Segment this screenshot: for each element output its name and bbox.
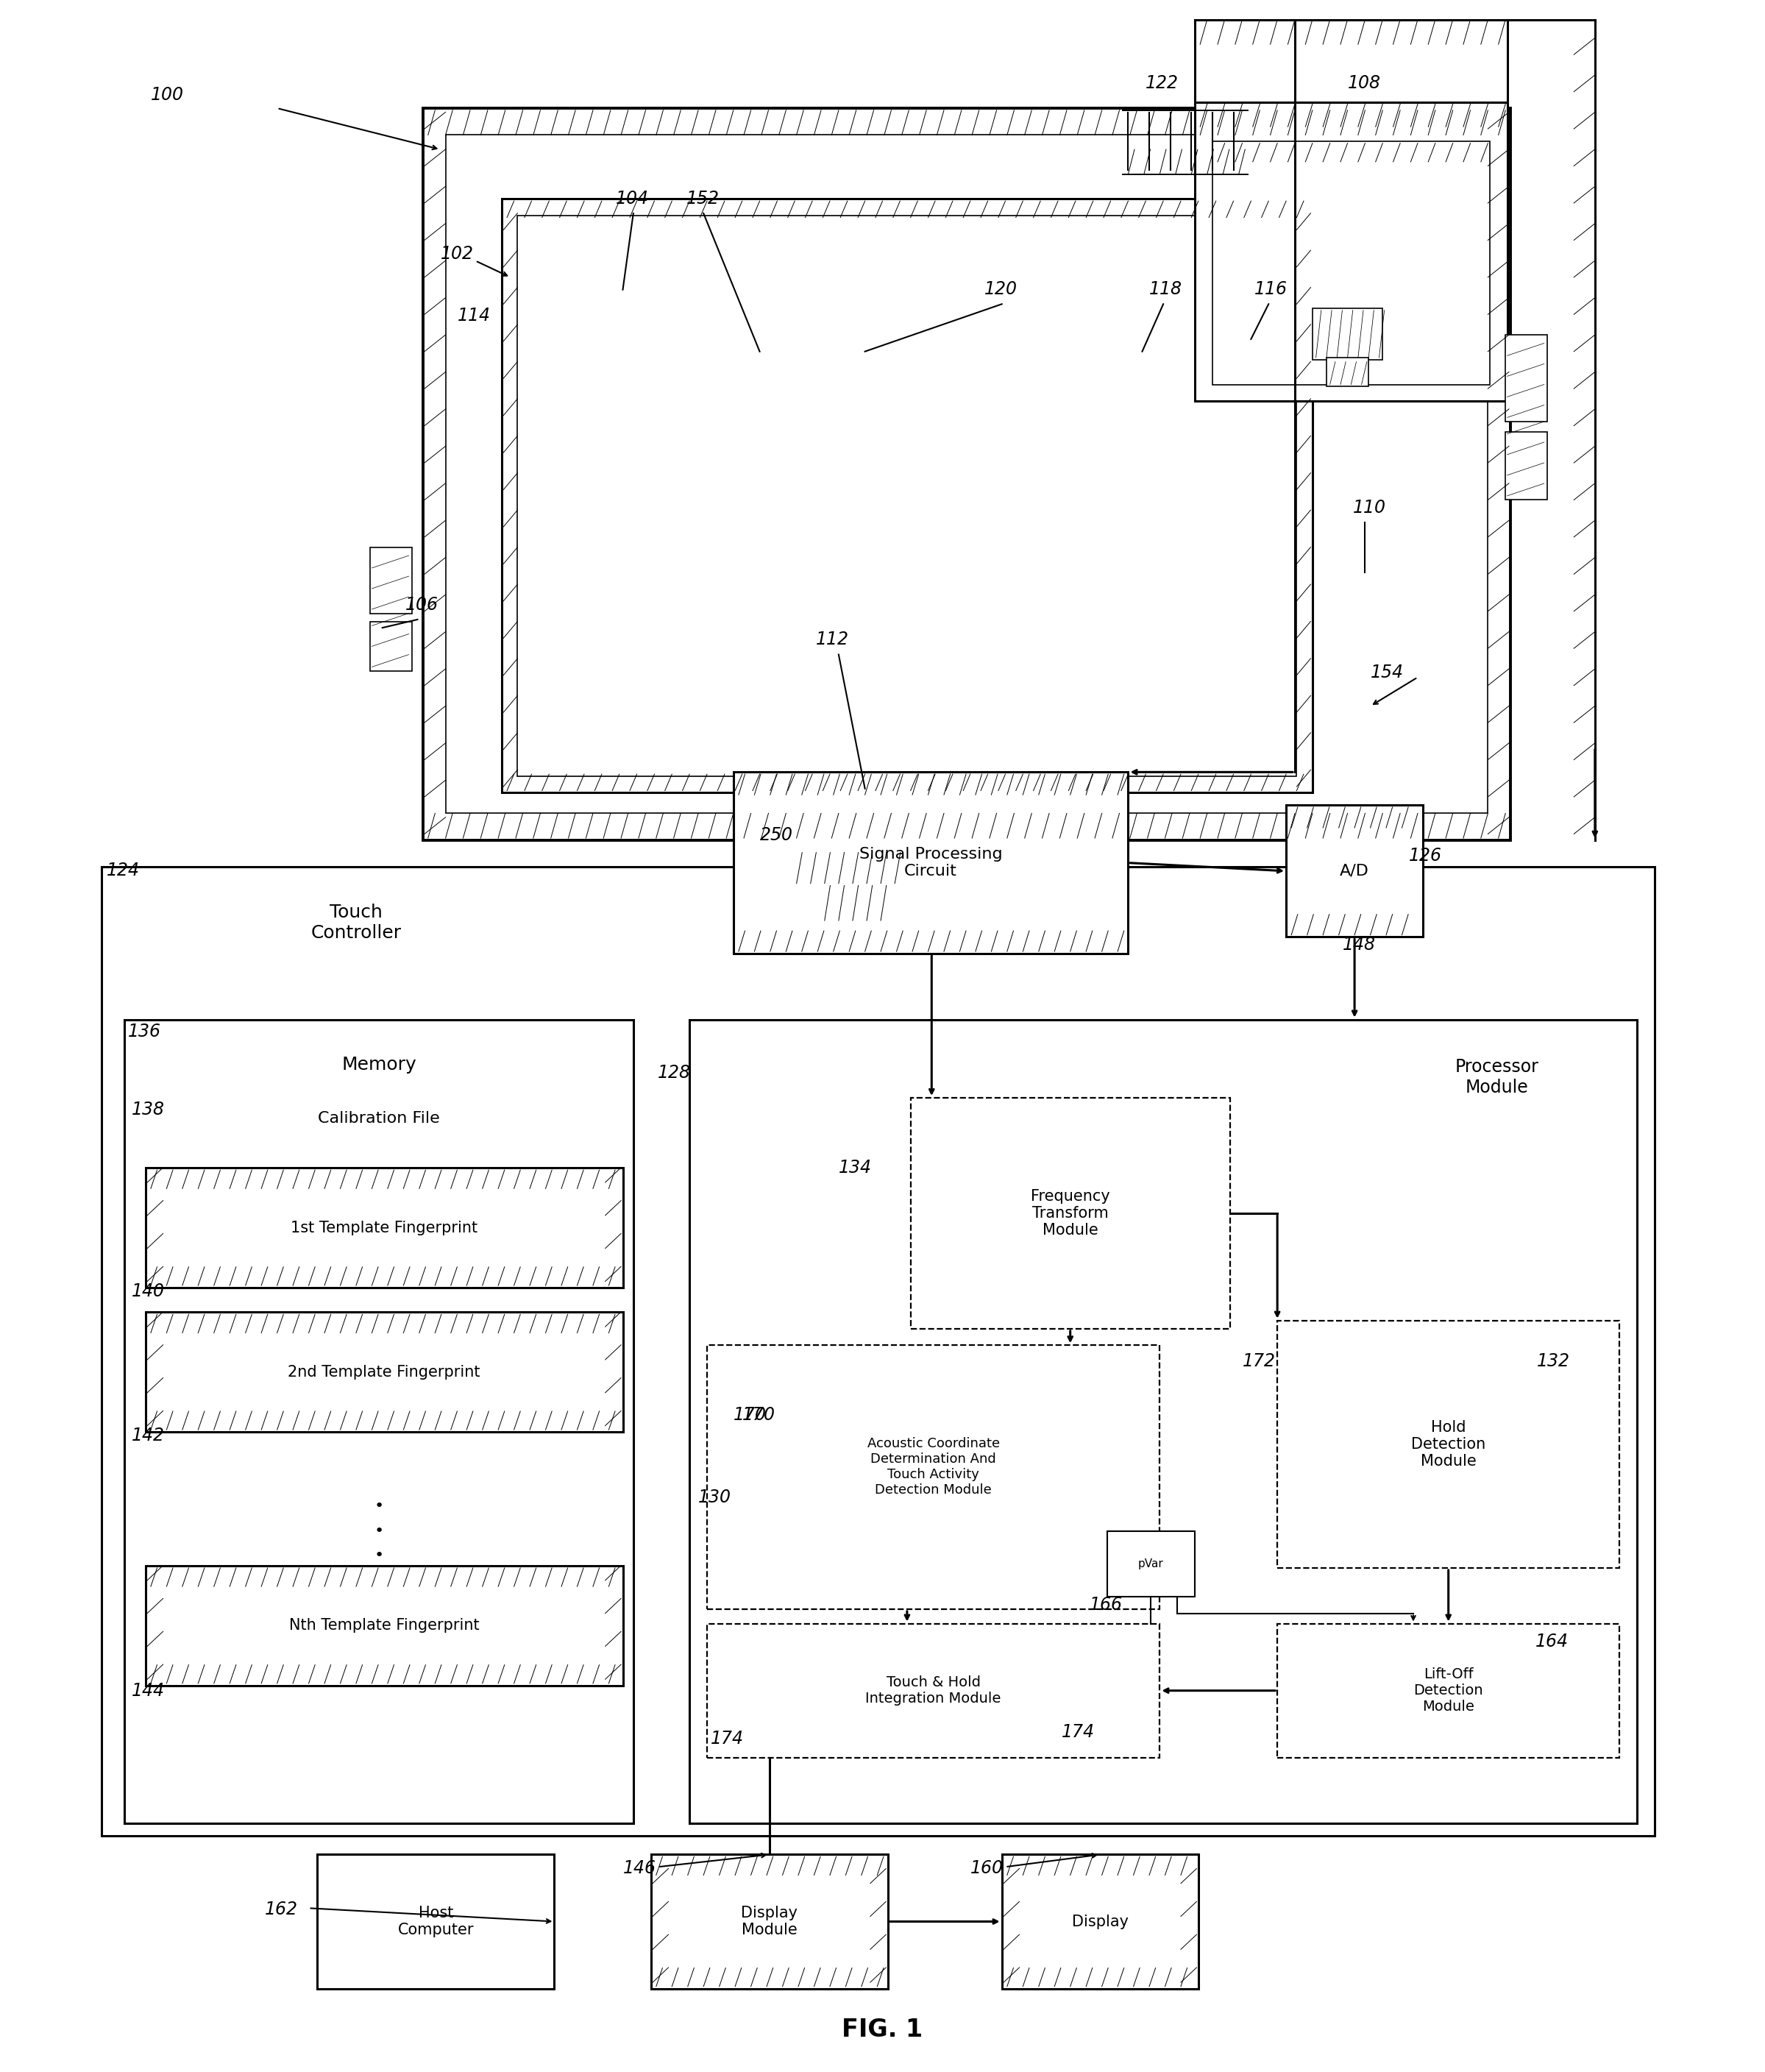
FancyBboxPatch shape [145, 1312, 623, 1432]
Text: Host
Computer: Host Computer [397, 1906, 475, 1937]
Text: Memory: Memory [341, 1057, 417, 1073]
Text: 120: 120 [985, 280, 1017, 298]
FancyBboxPatch shape [651, 1854, 888, 1989]
Text: 138: 138 [131, 1100, 164, 1119]
Text: Touch & Hold
Integration Module: Touch & Hold Integration Module [865, 1676, 1001, 1705]
Text: •: • [374, 1523, 383, 1537]
Text: Nth Template Fingerprint: Nth Template Fingerprint [289, 1618, 480, 1633]
FancyBboxPatch shape [145, 1169, 623, 1287]
FancyBboxPatch shape [708, 1624, 1160, 1757]
Text: A/D: A/D [1340, 864, 1370, 879]
Text: 132: 132 [1537, 1353, 1571, 1370]
FancyBboxPatch shape [1003, 1854, 1198, 1989]
FancyBboxPatch shape [1278, 1624, 1620, 1757]
Text: Touch
Controller: Touch Controller [311, 903, 401, 941]
Text: Display
Module: Display Module [741, 1906, 798, 1937]
FancyBboxPatch shape [1506, 431, 1548, 499]
Text: Calibration File: Calibration File [318, 1111, 439, 1125]
Text: 100: 100 [150, 87, 184, 104]
Text: Hold
Detection
Module: Hold Detection Module [1412, 1419, 1486, 1469]
FancyBboxPatch shape [1287, 806, 1423, 937]
FancyBboxPatch shape [102, 866, 1654, 1836]
FancyBboxPatch shape [371, 622, 413, 671]
Text: 108: 108 [1347, 75, 1380, 91]
Text: 2nd Template Fingerprint: 2nd Template Fingerprint [288, 1365, 480, 1380]
Text: 140: 140 [131, 1283, 164, 1299]
Text: 166: 166 [1089, 1595, 1123, 1614]
FancyBboxPatch shape [501, 199, 1313, 794]
Text: 170: 170 [732, 1407, 766, 1423]
FancyBboxPatch shape [1278, 1320, 1620, 1569]
Text: 144: 144 [131, 1682, 164, 1699]
Text: Frequency
Transform
Module: Frequency Transform Module [1031, 1189, 1110, 1237]
Text: Display: Display [1071, 1915, 1128, 1929]
FancyBboxPatch shape [1506, 336, 1548, 421]
Text: 172: 172 [1243, 1353, 1276, 1370]
Text: pVar: pVar [1138, 1558, 1163, 1569]
FancyBboxPatch shape [690, 1019, 1638, 1823]
Text: 160: 160 [971, 1859, 1003, 1877]
Text: 116: 116 [1255, 280, 1288, 298]
Text: 152: 152 [687, 189, 718, 207]
Text: 114: 114 [457, 307, 491, 325]
FancyBboxPatch shape [145, 1566, 623, 1685]
Text: Processor
Module: Processor Module [1454, 1059, 1539, 1096]
FancyBboxPatch shape [371, 547, 413, 613]
FancyBboxPatch shape [1195, 102, 1507, 402]
FancyBboxPatch shape [424, 108, 1511, 839]
FancyBboxPatch shape [819, 881, 890, 922]
FancyBboxPatch shape [708, 1345, 1160, 1610]
Text: Acoustic Coordinate
Determination And
Touch Activity
Detection Module: Acoustic Coordinate Determination And To… [867, 1438, 999, 1496]
Text: 174: 174 [711, 1730, 743, 1747]
Text: 104: 104 [616, 189, 650, 207]
FancyBboxPatch shape [1313, 309, 1382, 361]
Text: 102: 102 [439, 244, 473, 263]
Text: 162: 162 [265, 1900, 298, 1919]
FancyBboxPatch shape [1107, 1531, 1195, 1598]
FancyBboxPatch shape [445, 135, 1488, 814]
Text: 136: 136 [127, 1021, 161, 1040]
Text: 110: 110 [1352, 499, 1386, 516]
FancyBboxPatch shape [125, 1019, 634, 1823]
Text: Signal Processing
Circuit: Signal Processing Circuit [860, 847, 1003, 879]
Text: •: • [374, 1498, 383, 1513]
FancyBboxPatch shape [318, 1854, 554, 1989]
FancyBboxPatch shape [791, 847, 914, 885]
Text: 118: 118 [1149, 280, 1183, 298]
FancyBboxPatch shape [732, 773, 1128, 953]
Text: 1st Template Fingerprint: 1st Template Fingerprint [291, 1220, 478, 1235]
FancyBboxPatch shape [911, 1098, 1230, 1328]
Text: 106: 106 [406, 595, 438, 613]
Text: 148: 148 [1341, 937, 1375, 953]
Text: 130: 130 [699, 1488, 731, 1506]
Text: 250: 250 [759, 827, 792, 843]
Text: 112: 112 [815, 630, 849, 649]
Text: 146: 146 [623, 1859, 657, 1877]
Text: 128: 128 [658, 1063, 690, 1082]
Text: •: • [374, 1548, 383, 1562]
Text: 164: 164 [1536, 1633, 1569, 1651]
FancyBboxPatch shape [1213, 141, 1490, 385]
Text: 134: 134 [838, 1158, 872, 1177]
Text: FIG. 1: FIG. 1 [842, 2018, 923, 2041]
FancyBboxPatch shape [517, 215, 1297, 777]
Text: 124: 124 [108, 862, 139, 879]
Text: 142: 142 [131, 1428, 164, 1444]
Text: Lift-Off
Detection
Module: Lift-Off Detection Module [1414, 1668, 1483, 1714]
FancyBboxPatch shape [1327, 358, 1368, 387]
Text: 174: 174 [1061, 1724, 1094, 1740]
Text: 122: 122 [1145, 75, 1179, 91]
Text: 126: 126 [1408, 847, 1442, 864]
Text: 170: 170 [741, 1407, 775, 1423]
Text: 154: 154 [1370, 663, 1403, 682]
